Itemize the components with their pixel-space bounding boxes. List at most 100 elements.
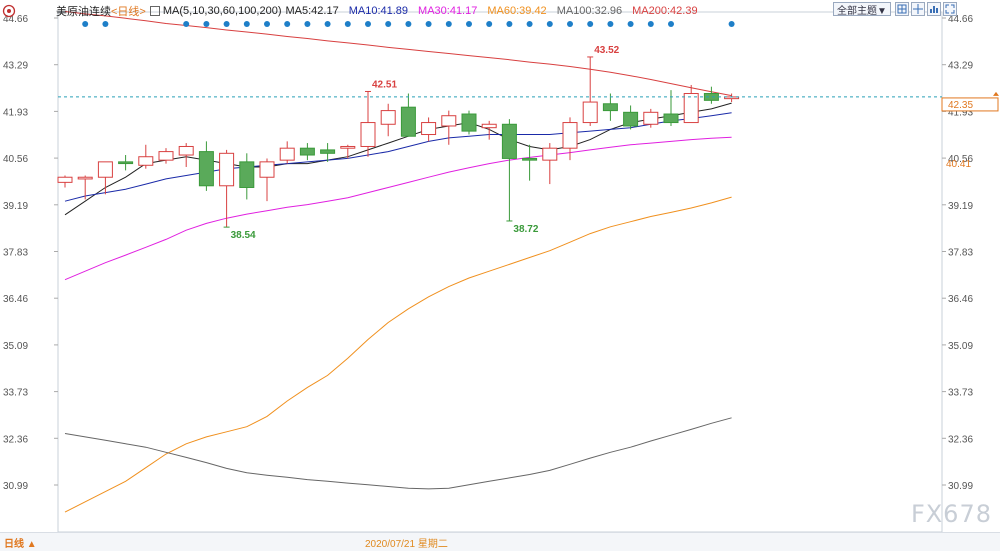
signal-dot: [324, 21, 331, 27]
annotation-label: 38.72: [513, 224, 538, 235]
y-tick-label-right: 30.99: [948, 481, 973, 492]
candle-body: [178, 145, 194, 156]
y-tick-label-left: 30.99: [3, 481, 28, 492]
app-logo-icon: [2, 4, 16, 18]
ma-line-ma200: [64, 11, 732, 97]
candle: [501, 119, 517, 221]
watermark: FX678: [910, 500, 992, 528]
ma-value-5: MA200:42.39: [632, 5, 698, 17]
bottom-bar: [0, 532, 1000, 551]
candle: [481, 120, 497, 140]
signal-dot: [546, 21, 553, 27]
ma-value-3: MA60:39.42: [487, 5, 547, 17]
candle: [219, 149, 235, 228]
signal-dot: [385, 21, 392, 27]
candle-body: [97, 161, 113, 178]
candle: [522, 144, 538, 181]
candle-body: [279, 147, 295, 161]
signal-dot: [203, 21, 210, 27]
indicator-settings-icon[interactable]: [149, 6, 160, 16]
candle-body: [501, 123, 517, 159]
signal-dot: [506, 21, 513, 27]
candle-body: [481, 123, 497, 129]
candle: [178, 143, 194, 167]
axes: 44.66 44.66 43.29 43.29 41.93 41.93 40.56 40.56…: [3, 14, 999, 545]
candle-body: [643, 111, 659, 125]
ma-title: MA(5,10,30,60,100,200): [162, 5, 282, 17]
crosshair-price-label: 42.35: [948, 100, 973, 111]
signal-dot: [567, 21, 573, 27]
crosshair-up-arrow-icon: [993, 91, 999, 96]
signal-dot: [264, 21, 270, 27]
period-label[interactable]: <日线>: [111, 6, 146, 18]
candle: [703, 86, 719, 104]
y-tick-label-right: 35.09: [948, 341, 973, 352]
signal-dot: [486, 21, 493, 27]
candle-body: [562, 122, 578, 149]
candle: [239, 153, 255, 200]
candle: [340, 144, 356, 159]
y-tick-label-left: 33.73: [3, 388, 28, 399]
signal-dot: [728, 21, 735, 27]
y-tick-label-right: 36.46: [948, 294, 973, 305]
y-tick-label-right: 33.73: [948, 388, 973, 399]
candle: [562, 117, 578, 161]
ma-line-ma60: [64, 196, 732, 513]
candle: [320, 143, 336, 162]
ma-value-0: MA5:42.17: [285, 5, 339, 17]
ma-value-1: MA10:41.89: [348, 5, 409, 17]
period-tab[interactable]: 日线 ▲: [4, 539, 37, 550]
y-tick-label-right: 43.29: [948, 61, 973, 72]
candle-body: [320, 149, 336, 154]
candle: [421, 117, 437, 142]
signal-dot: [223, 21, 230, 27]
y-tick-label-left: 35.09: [3, 341, 28, 352]
y-tick-label-right: 41.93: [948, 107, 973, 118]
crosshair-price-box: [941, 97, 999, 112]
y-tick-label-left: 40.56: [3, 154, 28, 165]
y-tick-label-right: 40.56: [948, 154, 973, 165]
y-tick-label-right: 39.19: [948, 201, 973, 212]
candle-body: [683, 93, 699, 124]
signal-dot: [284, 21, 291, 27]
candle-body: [623, 111, 639, 127]
y-tick-label-left: 36.46: [3, 294, 28, 305]
signal-dot: [102, 21, 109, 27]
crosshair-icon[interactable]: [911, 2, 925, 16]
candle: [643, 108, 659, 128]
candle-body: [118, 161, 134, 165]
candle-body: [421, 122, 437, 136]
candle: [97, 161, 113, 195]
y-tick-label-left: 32.36: [3, 434, 28, 445]
y-tick-label-left: 41.93: [3, 107, 28, 118]
candle-body: [239, 161, 255, 188]
expand-icon[interactable]: [943, 2, 957, 16]
candle: [542, 143, 558, 185]
signal-dot: [425, 21, 432, 27]
signal-dot: [405, 21, 412, 27]
candle-body: [441, 115, 457, 127]
y-tick-label-left: 39.19: [3, 201, 28, 212]
candle: [461, 110, 477, 135]
signal-dot: [466, 21, 472, 27]
candle-body: [380, 110, 396, 125]
ma-values: MA5:42.17 MA10:41.89 MA30:41.17 MA60:39.42 M…: [286, 5, 708, 17]
candle: [198, 141, 214, 191]
y-tick-label-right: 44.66: [948, 14, 973, 25]
candle-body: [219, 152, 235, 187]
candle: [602, 93, 618, 121]
candle: [57, 175, 73, 188]
candle-body: [77, 176, 93, 180]
crosshair-date-label: 2020/07/21 星期二: [365, 539, 448, 550]
signal-dot: [668, 21, 674, 27]
annotation-label: 43.52: [594, 45, 619, 56]
chart-header: 美原油连续 <日线> MA(5,10,30,60,100,200) MA5:42…: [0, 3, 708, 19]
chart-icon[interactable]: [927, 2, 941, 16]
candle-body: [602, 103, 618, 112]
grid-icon[interactable]: [895, 2, 909, 16]
annotation-label: 38.54: [231, 230, 256, 241]
y-tick-label-right: 37.83: [948, 248, 973, 259]
signal-dot: [344, 21, 351, 27]
theme-button[interactable]: 全部主题▼: [833, 2, 891, 17]
